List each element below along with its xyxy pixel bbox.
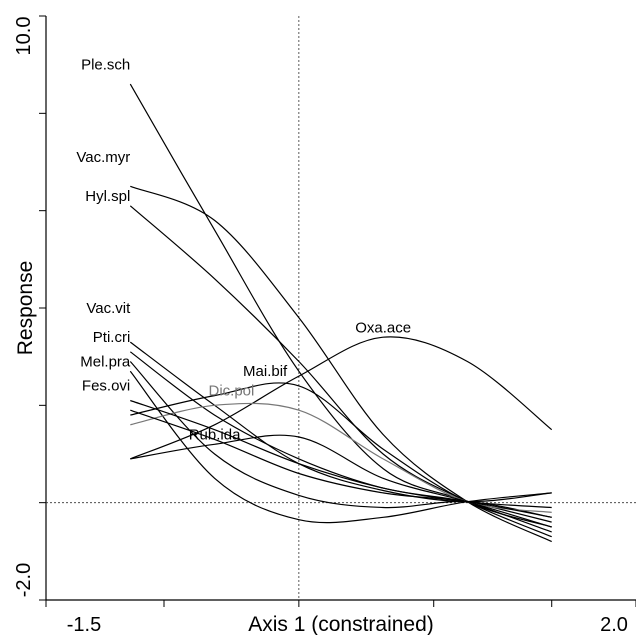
reference-lines bbox=[46, 16, 636, 600]
curve-dic-pol bbox=[130, 402, 552, 513]
y-tick-label-min: -2.0 bbox=[13, 563, 35, 597]
label-vac-vit: Vac.vit bbox=[86, 300, 131, 317]
x-tick-label-min: -1.5 bbox=[67, 614, 101, 635]
label-mai-bif: Mai.bif bbox=[243, 363, 288, 380]
x-axis-title: Axis 1 (constrained) bbox=[248, 613, 434, 635]
curve-hyl-spl bbox=[129, 205, 552, 538]
label-pti-cri: Pti.cri bbox=[93, 329, 131, 346]
axis-ticks bbox=[39, 15, 636, 607]
curve-unlabeled-11 bbox=[130, 399, 552, 509]
curve-mai-bif bbox=[130, 382, 552, 528]
label-oxa-ace: Oxa.ace bbox=[355, 319, 411, 336]
species-curves bbox=[129, 83, 553, 543]
label-vac-myr: Vac.myr bbox=[76, 149, 130, 166]
species-labels: Ple.sch Vac.myr Hyl.spl Oxa.ace Vac.vit Pti.c… bbox=[76, 57, 411, 444]
curve-rub-ida bbox=[130, 434, 552, 528]
label-rub-ida: Rub.ida bbox=[189, 426, 241, 443]
label-ple-sch: Ple.sch bbox=[81, 57, 130, 74]
label-fes-ovi: Fes.ovi bbox=[82, 378, 130, 395]
curve-vac-myr bbox=[130, 185, 552, 543]
x-tick-label-max: 2.0 bbox=[600, 614, 628, 635]
curve-oxa-ace bbox=[130, 336, 553, 460]
curve-unlabeled-12 bbox=[130, 409, 552, 518]
label-mel-pra: Mel.pra bbox=[80, 353, 131, 370]
curve-ple-sch bbox=[129, 83, 552, 533]
y-tick-label-max: 10.0 bbox=[13, 17, 35, 56]
curve-fes-ovi bbox=[129, 370, 552, 524]
label-dic-pol: Dic.pol bbox=[208, 383, 254, 400]
label-hyl-spl: Hyl.spl bbox=[85, 188, 130, 205]
y-axis-title: Response bbox=[14, 261, 37, 356]
